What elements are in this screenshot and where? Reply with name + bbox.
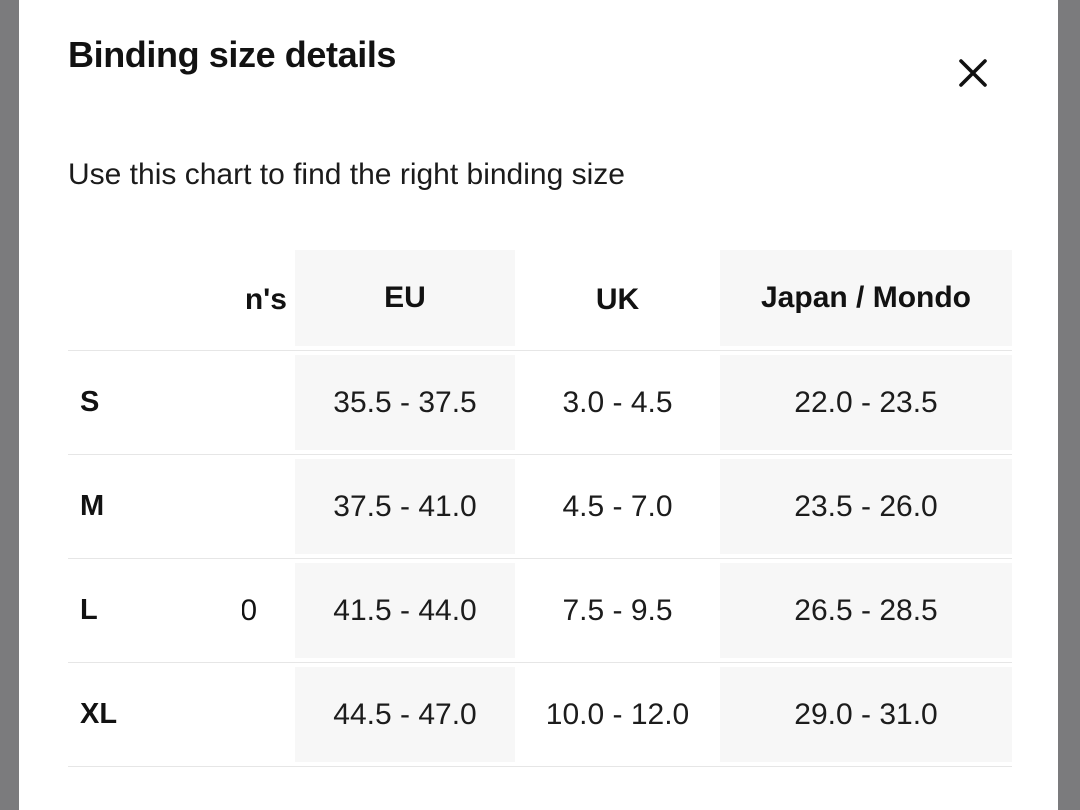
column-header-uk: UK [595, 283, 640, 316]
size-label-cell: L 0 [68, 559, 295, 662]
close-button[interactable] [944, 44, 1002, 102]
eu-value: 44.5 - 47.0 [295, 663, 515, 766]
table-row-xl: XL 44.5 - 47.0 10.0 - 12.0 29.0 - 31.0 [68, 663, 1012, 767]
table-header-row: n's EU UK Japan / Mondo [68, 250, 1012, 351]
clipped-column-header-fragment: n's [247, 283, 287, 316]
japan-mondo-value: 23.5 - 26.0 [720, 455, 1012, 558]
clipped-column-fragment: 0 [242, 593, 257, 627]
table-row-m: M 37.5 - 41.0 4.5 - 7.0 23.5 - 26.0 [68, 455, 1012, 559]
binding-size-table[interactable]: n's EU UK Japan / Mondo S 35.5 - 37.5 3.… [68, 250, 1012, 767]
size-label: XL [80, 698, 118, 730]
uk-value: 10.0 - 12.0 [545, 697, 690, 731]
clipped-column-fragment [242, 663, 257, 766]
japan-mondo-value: 29.0 - 31.0 [720, 663, 1012, 766]
eu-value: 37.5 - 41.0 [295, 455, 515, 558]
japan-mondo-value: 26.5 - 28.5 [720, 559, 1012, 662]
uk-value: 4.5 - 7.0 [562, 489, 673, 523]
size-label-cell: XL [68, 663, 295, 766]
uk-value: 3.0 - 4.5 [562, 385, 673, 419]
eu-value: 41.5 - 44.0 [295, 559, 515, 662]
page-gutter-left [0, 0, 19, 810]
size-label: S [80, 386, 100, 418]
page-gutter-right [1058, 0, 1080, 810]
size-label: L [80, 594, 98, 626]
uk-value: 7.5 - 9.5 [562, 593, 673, 627]
column-header-eu: EU [295, 250, 515, 350]
table-row-l: L 0 41.5 - 44.0 7.5 - 9.5 26.5 - 28.5 [68, 559, 1012, 663]
size-label-cell: S [68, 351, 295, 454]
clipped-column-fragment [242, 351, 257, 454]
size-label-cell: M [68, 455, 295, 558]
modal-title: Binding size details [68, 34, 397, 75]
table-row-s: S 35.5 - 37.5 3.0 - 4.5 22.0 - 23.5 [68, 351, 1012, 455]
modal-subtitle: Use this chart to find the right binding… [68, 158, 625, 191]
japan-mondo-value: 22.0 - 23.5 [720, 351, 1012, 454]
size-label: M [80, 490, 105, 522]
clipped-column-fragment [242, 455, 257, 558]
close-icon [959, 59, 987, 87]
eu-value: 35.5 - 37.5 [295, 351, 515, 454]
clipped-column-header-cell: n's [68, 250, 295, 350]
column-header-japan-mondo: Japan / Mondo [720, 250, 1012, 350]
